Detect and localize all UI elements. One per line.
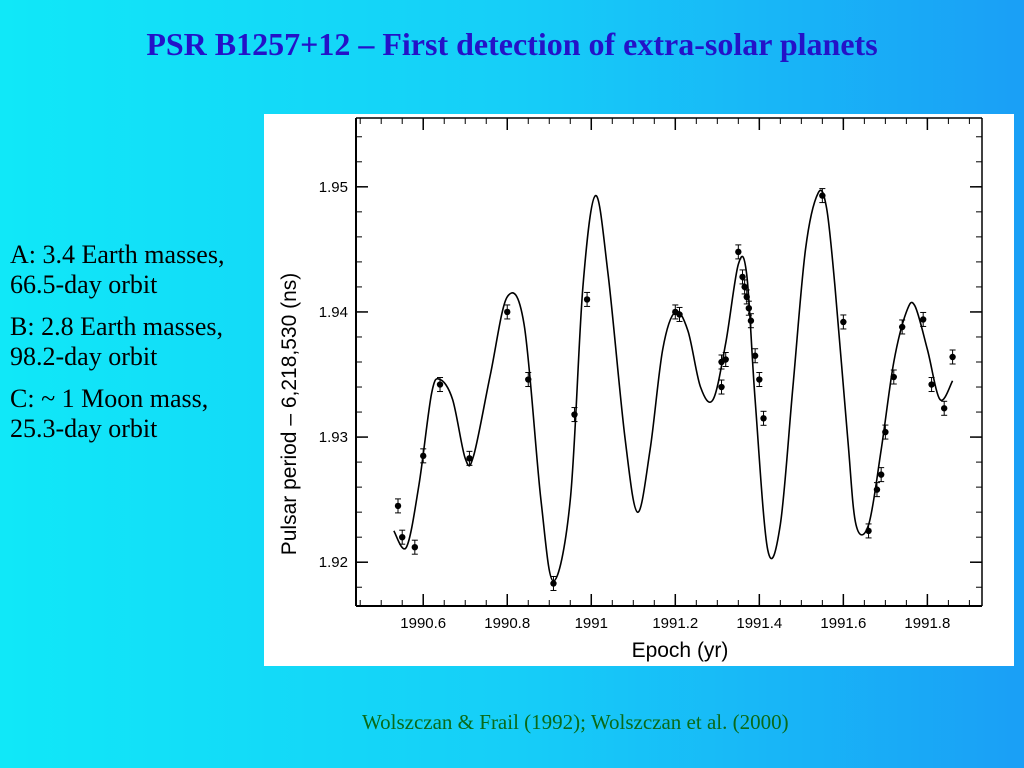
data-point	[890, 373, 897, 381]
data-point	[399, 533, 406, 541]
pulsar-period-chart: 1990.6 1990.8 1991 1991.2 1991.4 1991.6 1991.8…	[278, 117, 983, 662]
x-tick-label: 1991.6	[820, 615, 866, 632]
data-point	[840, 318, 847, 326]
data-point	[877, 471, 885, 478]
data-point	[949, 353, 956, 361]
data-point	[676, 311, 683, 318]
data-point	[819, 192, 826, 199]
data-point	[583, 296, 591, 303]
data-point	[882, 428, 889, 436]
chart-panel: 1990.6 1990.8 1991 1991.2 1991.4 1991.6 1991.8…	[264, 114, 1014, 666]
data-point	[743, 293, 750, 301]
data-point	[571, 411, 578, 418]
data-point	[739, 273, 746, 281]
bullet-planet-a: A: 3.4 Earth masses, 66.5-day orbit	[10, 240, 225, 299]
data-point	[865, 527, 872, 535]
x-tick-label: 1990.8	[484, 615, 530, 632]
y-tick-label: 1.94	[319, 304, 348, 321]
bullet-planet-b: B: 2.8 Earth masses, 98.2-day orbit	[10, 312, 224, 371]
data-point	[747, 317, 755, 324]
data-point	[411, 543, 419, 551]
y-tick-label: 1.93	[319, 429, 348, 446]
data-point	[525, 376, 532, 383]
x-axis-title: Epoch (yr)	[632, 639, 729, 662]
data-point	[436, 381, 444, 388]
data-point	[760, 415, 767, 422]
data-point	[722, 356, 729, 363]
citation: Wolszczan & Frail (1992); Wolszczan et a…	[362, 710, 789, 734]
y-tick-label: 1.92	[319, 554, 348, 571]
data-point	[919, 316, 927, 323]
data-point	[873, 486, 881, 493]
slide-title: PSR B1257+12 – First detection of extra-…	[146, 26, 878, 62]
x-tick-label: 1991.2	[652, 615, 698, 632]
x-tick-label: 1990.6	[400, 615, 446, 632]
data-point	[420, 452, 427, 460]
data-point	[898, 323, 906, 331]
y-tick-label: 1.95	[319, 179, 348, 196]
data-point	[741, 283, 748, 291]
x-tick-label: 1991	[575, 615, 608, 632]
data-point	[928, 381, 935, 388]
model-curve-line	[393, 189, 954, 582]
y-axis-title: Pulsar period – 6,218,530 (ns)	[278, 273, 301, 556]
x-tick-label: 1991.8	[904, 615, 950, 632]
data-point	[550, 580, 557, 587]
bullet-list: A: 3.4 Earth masses, 66.5-day orbit B: 2…	[10, 240, 260, 456]
bullet-planet-c: C: ~ 1 Moon mass, 25.3-day orbit	[10, 384, 209, 443]
data-point	[394, 502, 402, 510]
data-point	[718, 383, 725, 391]
data-point	[735, 248, 742, 256]
data-point	[751, 352, 759, 359]
data-point	[756, 376, 763, 383]
data-point	[504, 308, 511, 316]
x-tick-label: 1991.4	[736, 615, 782, 632]
data-point	[745, 304, 753, 312]
data-point	[940, 405, 948, 412]
data-point	[466, 455, 473, 462]
